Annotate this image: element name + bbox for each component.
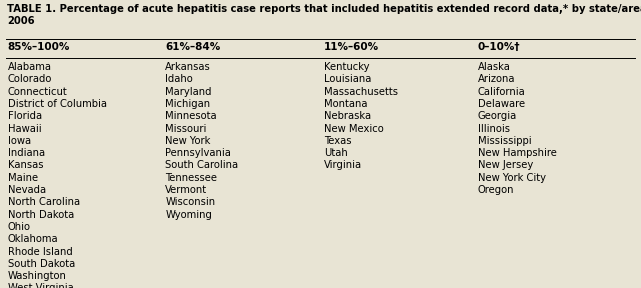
Text: 0–10%†: 0–10%† — [478, 42, 520, 52]
Text: Pennsylvania: Pennsylvania — [165, 148, 231, 158]
Text: Oklahoma: Oklahoma — [8, 234, 58, 244]
Text: Ohio: Ohio — [8, 222, 31, 232]
Text: West Virginia: West Virginia — [8, 283, 74, 288]
Text: Georgia: Georgia — [478, 111, 517, 121]
Text: Tennessee: Tennessee — [165, 173, 217, 183]
Text: Wyoming: Wyoming — [165, 210, 212, 220]
Text: Wisconsin: Wisconsin — [165, 197, 215, 207]
Text: Minnesota: Minnesota — [165, 111, 217, 121]
Text: Alaska: Alaska — [478, 62, 510, 72]
Text: Vermont: Vermont — [165, 185, 208, 195]
Text: California: California — [478, 87, 525, 96]
Text: Washington: Washington — [8, 271, 67, 281]
Text: New Mexico: New Mexico — [324, 124, 383, 134]
Text: Florida: Florida — [8, 111, 42, 121]
Text: Kentucky: Kentucky — [324, 62, 369, 72]
Text: Massachusetts: Massachusetts — [324, 87, 397, 96]
Text: Hawaii: Hawaii — [8, 124, 41, 134]
Text: North Carolina: North Carolina — [8, 197, 80, 207]
Text: 61%–84%: 61%–84% — [165, 42, 221, 52]
Text: Illinois: Illinois — [478, 124, 510, 134]
Text: New Hampshire: New Hampshire — [478, 148, 556, 158]
Text: Maine: Maine — [8, 173, 38, 183]
Text: Mississippi: Mississippi — [478, 136, 531, 146]
Text: Rhode Island: Rhode Island — [8, 247, 72, 257]
Text: New York: New York — [165, 136, 211, 146]
Text: Idaho: Idaho — [165, 74, 193, 84]
Text: Louisiana: Louisiana — [324, 74, 371, 84]
Text: South Carolina: South Carolina — [165, 160, 238, 170]
Text: 85%–100%: 85%–100% — [8, 42, 70, 52]
Text: New Jersey: New Jersey — [478, 160, 533, 170]
Text: Texas: Texas — [324, 136, 351, 146]
Text: Colorado: Colorado — [8, 74, 52, 84]
Text: Arizona: Arizona — [478, 74, 515, 84]
Text: Kansas: Kansas — [8, 160, 43, 170]
Text: Indiana: Indiana — [8, 148, 45, 158]
Text: 11%–60%: 11%–60% — [324, 42, 379, 52]
Text: Virginia: Virginia — [324, 160, 362, 170]
Text: Nevada: Nevada — [8, 185, 46, 195]
Text: Michigan: Michigan — [165, 99, 210, 109]
Text: New York City: New York City — [478, 173, 545, 183]
Text: Maryland: Maryland — [165, 87, 212, 96]
Text: Iowa: Iowa — [8, 136, 31, 146]
Text: District of Columbia: District of Columbia — [8, 99, 106, 109]
Text: South Dakota: South Dakota — [8, 259, 75, 269]
Text: Oregon: Oregon — [478, 185, 514, 195]
Text: Montana: Montana — [324, 99, 367, 109]
Text: Missouri: Missouri — [165, 124, 207, 134]
Text: Delaware: Delaware — [478, 99, 525, 109]
Text: Utah: Utah — [324, 148, 347, 158]
Text: Arkansas: Arkansas — [165, 62, 211, 72]
Text: Alabama: Alabama — [8, 62, 52, 72]
Text: North Dakota: North Dakota — [8, 210, 74, 220]
Text: TABLE 1. Percentage of acute hepatitis case reports that included hepatitis exte: TABLE 1. Percentage of acute hepatitis c… — [7, 4, 641, 26]
Text: Connecticut: Connecticut — [8, 87, 67, 96]
Text: Nebraska: Nebraska — [324, 111, 371, 121]
